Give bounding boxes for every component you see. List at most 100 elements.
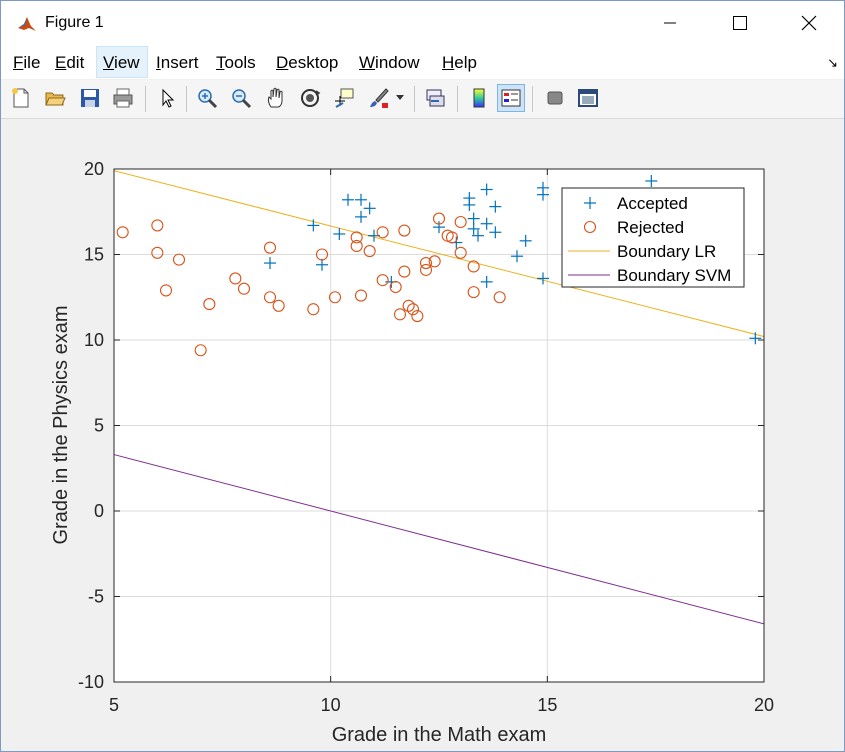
rejected-point <box>159 284 173 297</box>
menu-desktop[interactable]: Desktop <box>276 53 339 72</box>
menu-view[interactable]: View <box>103 53 140 72</box>
brush-icon[interactable] <box>365 84 393 112</box>
rejected-point <box>229 272 242 285</box>
rejected-point <box>116 226 129 239</box>
accepted-point <box>472 229 484 242</box>
legend-box <box>561 187 745 288</box>
y-tick-label: 10 <box>84 330 104 350</box>
y-axis-label: Grade in the Physics exam <box>50 306 72 545</box>
toolbar-separator <box>457 86 458 112</box>
close-button[interactable] <box>774 1 844 45</box>
save-icon[interactable] <box>76 84 104 112</box>
pan-hand-icon[interactable] <box>262 84 290 112</box>
y-tick-label: 0 <box>94 501 104 521</box>
zoom-out-icon[interactable] <box>227 84 255 112</box>
legend-swatch-rejected <box>583 220 597 234</box>
rejected-point <box>454 246 467 259</box>
rejected-point <box>363 245 376 258</box>
dock-arrow-icon[interactable]: ↘ <box>827 55 838 70</box>
boundary-line-2 <box>113 170 765 338</box>
menu-insert[interactable]: Insert <box>156 53 199 72</box>
accepted-point <box>355 193 367 206</box>
title-bar: Figure 1 <box>1 1 844 45</box>
legend-entry[interactable]: Boundary SVM <box>568 266 731 285</box>
rejected-point <box>315 248 329 261</box>
figure-canvas: 5 10 15 20 -10 -5 0 5 10 15 20 Grade in the Math e… <box>5 119 839 751</box>
brush-dropdown-icon[interactable] <box>393 84 407 112</box>
rejected-point <box>454 215 467 229</box>
link-plot-icon[interactable] <box>421 84 449 112</box>
x-axis-label: Grade in the Math exam <box>332 724 547 746</box>
legend-label: Boundary LR <box>617 242 716 261</box>
boundary-line-3 <box>113 454 765 625</box>
data-cursor-icon[interactable] <box>330 84 358 112</box>
rejected-point <box>272 299 285 312</box>
minimize-icon <box>664 22 676 24</box>
rejected-point <box>432 212 446 225</box>
rejected-point <box>493 291 506 304</box>
print-icon[interactable] <box>109 84 137 112</box>
x-tick-label: 10 <box>321 695 341 715</box>
legend-entry[interactable]: Boundary LR <box>568 242 716 261</box>
accepted-point <box>537 272 549 285</box>
y-tick-label: -5 <box>88 587 104 607</box>
accepted-point <box>467 222 480 235</box>
zoom-in-icon[interactable] <box>193 84 221 112</box>
y-tick-label: -10 <box>78 672 104 692</box>
rejected-point <box>398 224 411 237</box>
rejected-point <box>393 308 407 321</box>
legend-icon[interactable] <box>497 84 525 112</box>
accepted-point <box>363 202 376 215</box>
rejected-point <box>307 303 320 316</box>
window-title: Figure 1 <box>45 14 104 31</box>
close-icon <box>801 15 817 31</box>
maximize-button[interactable] <box>705 1 775 45</box>
rejected-point <box>172 253 186 266</box>
rejected-point <box>350 239 363 252</box>
minimize-button[interactable] <box>635 1 705 45</box>
accepted-point <box>316 258 328 271</box>
x-tick-label: 20 <box>754 695 774 715</box>
rejected-point <box>328 291 342 304</box>
rejected-point <box>237 282 251 295</box>
accepted-point <box>645 174 658 187</box>
menu-tools[interactable]: Tools <box>216 53 256 72</box>
maximize-icon <box>733 16 747 30</box>
rejected-point <box>263 291 277 304</box>
menu-window[interactable]: Window <box>359 53 420 72</box>
new-figure-icon[interactable] <box>7 84 35 112</box>
pointer-icon[interactable] <box>153 84 181 112</box>
y-tick-label: 15 <box>84 245 104 265</box>
menu-file[interactable]: File <box>13 53 41 72</box>
rotate-3d-icon[interactable] <box>296 84 324 112</box>
rejected-point <box>389 280 402 294</box>
accepted-point <box>307 219 320 232</box>
y-tick-label: 20 <box>84 159 104 179</box>
hide-plot-tools-icon[interactable] <box>541 84 569 112</box>
accepted-point <box>480 275 493 288</box>
legend-label: Rejected <box>617 218 684 237</box>
rejected-point <box>467 286 480 299</box>
accepted-point <box>749 332 762 345</box>
show-plot-tools-icon[interactable] <box>574 84 602 112</box>
menu-edit[interactable]: Edit <box>55 53 85 72</box>
legend[interactable]: Accepted Rejected Boundary LR Boundary SVM <box>561 187 745 288</box>
rejected-point <box>354 289 368 302</box>
legend-entry[interactable]: Accepted <box>584 194 688 213</box>
legend-entry[interactable]: Rejected <box>583 218 685 237</box>
rejected-point <box>419 257 433 270</box>
rejected-point <box>263 241 277 254</box>
rejected-point <box>428 255 441 268</box>
menu-help[interactable]: Help <box>442 53 477 72</box>
rejected-point <box>194 344 207 357</box>
chart[interactable]: 5 10 15 20 -10 -5 0 5 10 15 20 Grade in the Math e… <box>5 119 839 751</box>
toolbar-separator <box>532 86 533 112</box>
accepted-point <box>463 198 476 211</box>
accepted-point <box>489 226 502 239</box>
accepted-point <box>480 217 493 230</box>
legend-label: Boundary SVM <box>617 266 731 285</box>
toolbar-separator <box>186 86 187 112</box>
open-file-icon[interactable] <box>41 84 69 112</box>
colorbar-icon[interactable] <box>465 84 493 112</box>
